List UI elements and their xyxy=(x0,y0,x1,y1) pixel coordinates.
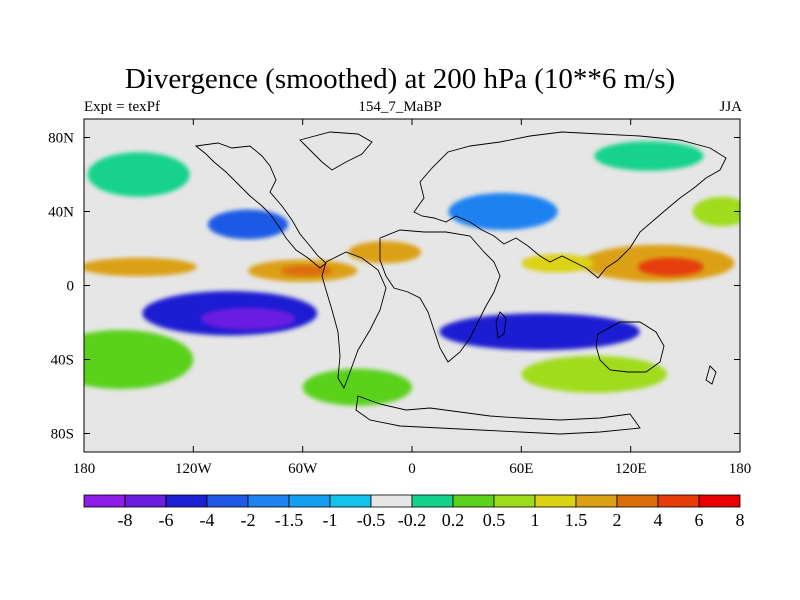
colorbar-label: 4 xyxy=(654,510,663,530)
divergence-field xyxy=(84,141,740,406)
x-tick-label: 120W xyxy=(175,461,213,477)
coast-australia xyxy=(595,321,665,373)
plot-area xyxy=(83,118,741,453)
divergence-cell-8 xyxy=(692,196,740,227)
colorbar-swatch xyxy=(698,494,741,508)
colorbar-swatch xyxy=(657,494,700,508)
colorbar-swatch xyxy=(493,494,536,508)
colorbar-swatch xyxy=(575,494,618,508)
divergence-cell-12 xyxy=(84,329,194,390)
divergence-cell-11 xyxy=(439,313,640,351)
x-tick-label: 120E xyxy=(615,461,647,477)
colorbar-swatch xyxy=(165,494,208,508)
coast-greenland xyxy=(299,131,373,171)
coast-new-zealand xyxy=(705,365,717,385)
coast-antarctica xyxy=(355,395,641,435)
colorbar-label: -8 xyxy=(118,510,133,530)
colorbar-label: 0.5 xyxy=(483,510,506,530)
y-tick-label: 80S xyxy=(51,427,74,443)
divergence-cell-10 xyxy=(200,307,296,330)
run-label: 154_7_MaBP xyxy=(358,99,442,115)
colorbar-label: 0.2 xyxy=(442,510,465,530)
colorbar-label: 2 xyxy=(613,510,622,530)
divergence-cell-17 xyxy=(448,193,558,230)
divergence-cell-13 xyxy=(302,368,413,406)
colorbar-swatch xyxy=(616,494,659,508)
continent-outlines xyxy=(194,131,727,435)
colorbar: -8 -6 -4 -2 -1.5 -1 -0.5 -0.2 0.2 0.5 1 1.5 2 4 6 8 xyxy=(83,494,745,530)
colorbar-label: -0.5 xyxy=(357,510,386,530)
colorbar-swatch xyxy=(206,494,249,508)
x-tick-label: 180 xyxy=(73,461,96,477)
coast-africa xyxy=(379,229,501,363)
x-tick-label: 60W xyxy=(288,461,318,477)
y-tick-label: 80N xyxy=(48,131,74,147)
colorbar-label: -2 xyxy=(241,510,256,530)
divergence-cell-15 xyxy=(87,152,190,197)
x-tick-label: 60E xyxy=(509,461,533,477)
x-tick-label: 180 xyxy=(729,461,752,477)
divergence-cell-4 xyxy=(348,241,422,264)
map-background xyxy=(84,119,740,452)
divergence-cell-16 xyxy=(207,209,289,240)
y-tick-label: 0 xyxy=(67,279,75,295)
divergence-cell-7 xyxy=(521,254,595,273)
experiment-label: Expt = texPf xyxy=(84,99,160,115)
colorbar-swatch xyxy=(83,494,126,508)
colorbar-swatch xyxy=(534,494,577,508)
colorbar-label: -6 xyxy=(159,510,174,530)
divergence-cell-18 xyxy=(594,141,704,171)
colorbar-label: 1 xyxy=(531,510,540,530)
colorbar-label: 6 xyxy=(695,510,704,530)
colorbar-swatch xyxy=(247,494,290,508)
divergence-cell-1 xyxy=(84,257,197,277)
colorbar-swatch xyxy=(124,494,167,508)
divergence-cell-14 xyxy=(521,355,668,393)
divergence-cell-3 xyxy=(280,265,332,277)
coast-eurasia xyxy=(413,131,727,279)
y-tick-label: 40S xyxy=(51,353,74,369)
colorbar-swatch xyxy=(329,494,372,508)
coast-madagascar xyxy=(495,311,507,339)
colorbar-swatch xyxy=(288,494,331,508)
divergence-cell-6 xyxy=(637,257,704,277)
chart-title: Divergence (smoothed) at 200 hPa (10**6 … xyxy=(124,63,676,95)
colorbar-swatch xyxy=(452,494,495,508)
colorbar-label: 8 xyxy=(736,510,745,530)
colorbar-label: 1.5 xyxy=(565,510,588,530)
colorbar-label: -4 xyxy=(200,510,215,530)
colorbar-swatch xyxy=(411,494,454,508)
colorbar-label: -1.5 xyxy=(275,510,304,530)
y-tick-label: 40N xyxy=(48,205,74,221)
coast-south-america xyxy=(321,251,387,390)
colorbar-label: -1 xyxy=(323,510,338,530)
colorbar-swatch xyxy=(370,494,413,508)
season-label: JJA xyxy=(719,99,742,115)
x-axis: 180 120W 60W 0 60E 120E 180 xyxy=(73,119,752,477)
x-tick-label: 0 xyxy=(408,461,416,477)
y-axis: 80N 40N 0 40S 80S xyxy=(48,131,740,443)
colorbar-label: -0.2 xyxy=(398,510,427,530)
